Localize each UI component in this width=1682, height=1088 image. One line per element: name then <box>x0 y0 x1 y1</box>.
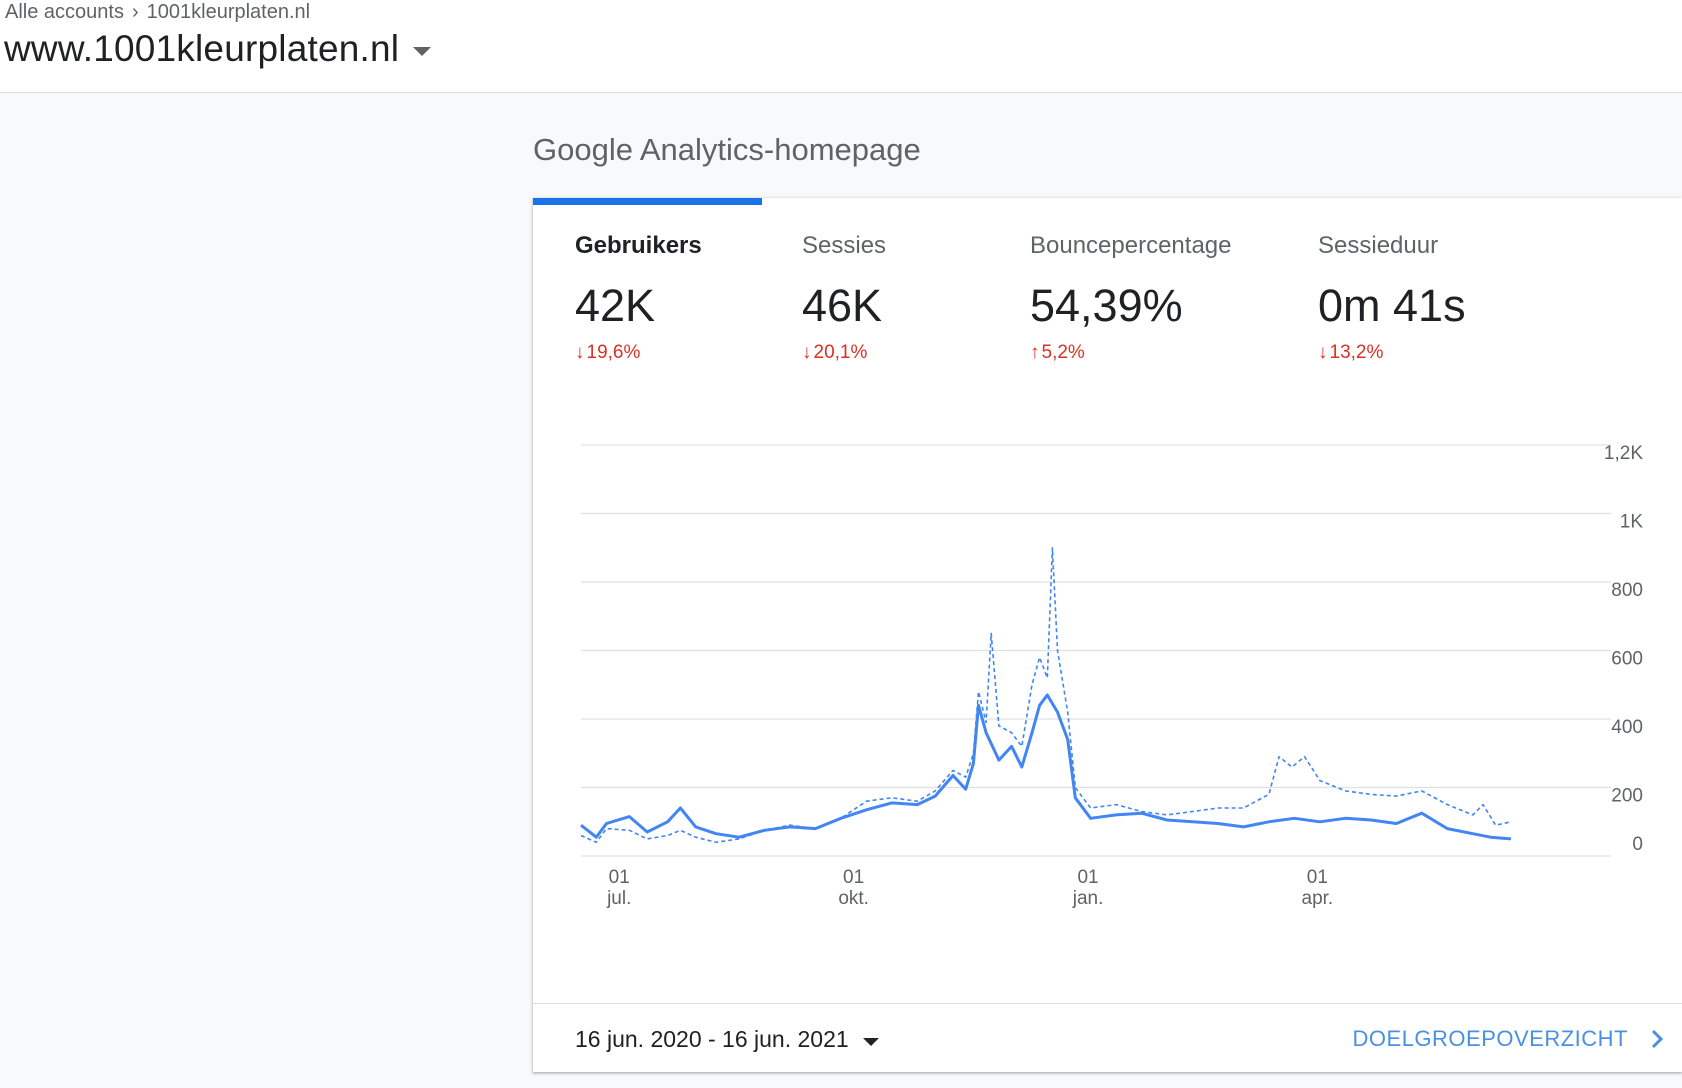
y-tick-label: 1,2K <box>1604 443 1643 464</box>
metric-value: 42K <box>575 280 656 331</box>
metric-change-value: 5,2% <box>1041 342 1085 363</box>
audience-overview-label: DOELGROEPOVERZICHT <box>1352 1026 1628 1051</box>
date-range-text: 16 jun. 2020 - 16 jun. 2021 <box>575 1026 849 1052</box>
x-tick-day-label: 01 <box>1307 867 1328 888</box>
breadcrumb-separator-icon: › <box>131 1 139 23</box>
x-tick-month-label: apr. <box>1302 888 1334 909</box>
x-tick-day-label: 01 <box>1077 867 1098 888</box>
breadcrumb: Alle accounts › 1001kleurplaten.nl <box>5 1 310 24</box>
breadcrumb-property-link[interactable]: 1001kleurplaten.nl <box>146 1 311 23</box>
arrow-down-icon: ↓ <box>802 342 812 363</box>
breadcrumb-accounts-link[interactable]: Alle accounts <box>5 1 124 23</box>
metric-value: 0m 41s <box>1318 280 1466 331</box>
caret-down-icon <box>862 1037 879 1046</box>
metric-label: Gebruikers <box>575 232 702 259</box>
y-tick-label: 200 <box>1611 786 1643 807</box>
x-tick-month-label: jul. <box>606 888 631 909</box>
arrow-down-icon: ↓ <box>1318 342 1328 363</box>
x-tick-day-label: 01 <box>843 867 864 888</box>
metric-change: ↓ 20,1% <box>802 342 1022 364</box>
audience-overview-link[interactable]: DOELGROEPOVERZICHT <box>1353 1026 1664 1052</box>
caret-down-icon <box>413 46 432 56</box>
y-tick-label: 1K <box>1620 512 1644 533</box>
metric-value: 54,39% <box>1030 280 1183 331</box>
previous-period-line <box>580 546 1512 844</box>
top-bar: Alle accounts › 1001kleurplaten.nl www.100… <box>0 0 1682 93</box>
metric-label: Bouncepercentage <box>1030 232 1232 259</box>
metric-change: ↓ 19,6% <box>575 342 795 364</box>
overview-card: Gebruikers 42K ↓ 19,6% Sessies 46K ↓ 20,1%… <box>533 198 1682 1072</box>
y-tick-label: 800 <box>1611 580 1643 601</box>
users-line-chart[interactable]: 02004006008001K1,2K01jul.01okt.01jan.01a… <box>533 198 1682 1003</box>
metric-change-value: 13,2% <box>1329 342 1384 363</box>
metric-tab-sessieduur[interactable]: Sessieduur 0m 41s ↓ 13,2% <box>1318 232 1538 364</box>
section-title: Google Analytics-homepage <box>533 132 921 167</box>
x-tick-day-label: 01 <box>609 867 630 888</box>
metric-value: 46K <box>802 280 883 331</box>
property-selector[interactable]: www.1001kleurplaten.nl <box>4 28 432 70</box>
chevron-right-icon <box>1651 1029 1664 1049</box>
metric-change: ↑ 5,2% <box>1030 342 1250 364</box>
current-period-line <box>580 693 1512 841</box>
metric-change-value: 19,6% <box>586 342 641 363</box>
arrow-down-icon: ↓ <box>575 342 585 363</box>
x-tick-month-label: jan. <box>1072 888 1104 909</box>
metric-label: Sessieduur <box>1318 232 1439 259</box>
metric-change: ↓ 13,2% <box>1318 342 1538 364</box>
y-tick-label: 600 <box>1611 649 1643 670</box>
metric-change-value: 20,1% <box>813 342 868 363</box>
metric-tab-sessies[interactable]: Sessies 46K ↓ 20,1% <box>802 232 1022 364</box>
date-range-selector[interactable]: 16 jun. 2020 - 16 jun. 2021 <box>575 1026 879 1053</box>
property-name: www.1001kleurplaten.nl <box>4 28 400 69</box>
active-tab-indicator <box>533 198 762 205</box>
metric-tab-bouncepercentage[interactable]: Bouncepercentage 54,39% ↑ 5,2% <box>1030 232 1250 364</box>
metric-tab-gebruikers[interactable]: Gebruikers 42K ↓ 19,6% <box>575 232 795 364</box>
footer-divider <box>533 1003 1682 1004</box>
metric-label: Sessies <box>802 232 887 259</box>
y-tick-label: 0 <box>1632 834 1643 855</box>
y-tick-label: 400 <box>1611 717 1643 738</box>
x-tick-month-label: okt. <box>838 888 869 909</box>
arrow-up-icon: ↑ <box>1030 342 1040 363</box>
